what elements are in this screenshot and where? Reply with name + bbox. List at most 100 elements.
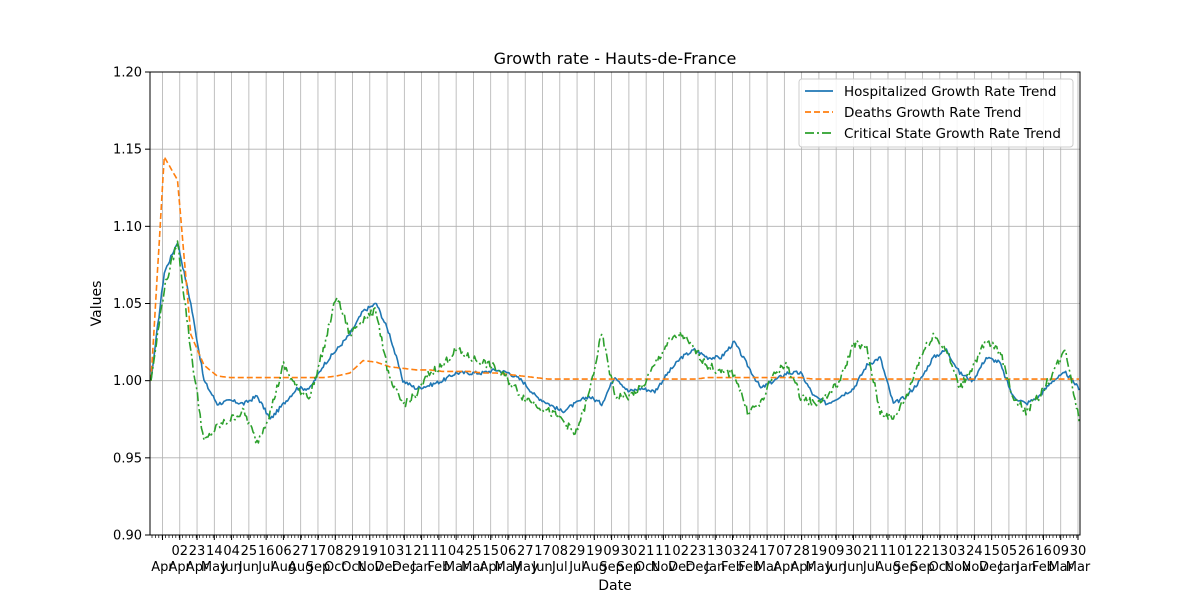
x-tick-label-day: 22: [914, 544, 931, 559]
x-tick-label-month: Apr: [790, 560, 813, 575]
x-tick-label-month: Apr: [773, 560, 796, 575]
legend-label-3: Critical State Growth Rate Trend: [844, 126, 1061, 142]
x-tick-label-month: Dec: [685, 560, 710, 575]
x-tick-label-day: 29: [569, 544, 586, 559]
chart-title: Growth rate - Hauts-de-France: [494, 49, 737, 68]
x-tick-label-month: Mar: [755, 560, 780, 575]
x-tick-label-day: 02: [172, 544, 189, 559]
x-tick-label-month: Sep: [893, 560, 918, 575]
x-tick-label-month: May: [495, 560, 522, 575]
grid: [150, 71, 1080, 536]
x-tick-label-day: 04: [448, 544, 465, 559]
x-tick-label-month: Feb: [427, 560, 450, 575]
x-tick-label-day: 26: [1018, 544, 1035, 559]
x-tick-label-day: 15: [983, 544, 1000, 559]
x-tick-label-month: Nov: [357, 560, 383, 575]
x-tick-label-day: 13: [707, 544, 724, 559]
x-tick-label-day: 19: [362, 544, 379, 559]
x-tick-label-day: 21: [638, 544, 655, 559]
x-tick-label-month: Oct: [635, 560, 657, 575]
x-tick-label-day: 15: [482, 544, 499, 559]
x-tick-label-month: Jul: [257, 560, 274, 575]
y-tick-label: 1.00: [113, 374, 142, 389]
x-tick-label-day: 30: [1070, 544, 1087, 559]
x-tick-label-day: 13: [932, 544, 949, 559]
y-tick-label: 0.90: [113, 529, 142, 544]
x-tick-label-day: 11: [880, 544, 897, 559]
x-tick-label-day: 03: [949, 544, 966, 559]
x-tick-label-day: 06: [275, 544, 292, 559]
x-tick-label-day: 08: [552, 544, 569, 559]
series-lines: [150, 156, 1080, 444]
x-tick-label-month: Jun: [220, 560, 241, 575]
x-tick-label-day: 19: [811, 544, 828, 559]
x-tick-label-month: Dec: [668, 560, 693, 575]
x-tick-label-month: Oct: [324, 560, 346, 575]
x-tick-label-month: May: [512, 560, 539, 575]
x-tick-label-month: Jan: [411, 560, 432, 575]
x-tick-label-month: May: [201, 560, 228, 575]
x-tick-label-day: 03: [724, 544, 741, 559]
x-tick-label-day: 21: [862, 544, 879, 559]
x-tick-label-month: Apr: [151, 560, 174, 575]
series-line-2: [150, 156, 1079, 381]
x-tick-label-day: 25: [465, 544, 482, 559]
x-tick-label-day: 07: [776, 544, 793, 559]
x-tick-label-month: Nov: [651, 560, 677, 575]
x-tick-label-day: 04: [223, 544, 240, 559]
y-tick-label: 1.20: [113, 66, 142, 81]
x-tick-label-month: Dec: [374, 560, 399, 575]
x-tick-label-month: Jun: [238, 560, 259, 575]
x-tick-label-month: Sep: [306, 560, 331, 575]
x-tick-label-day: 30: [621, 544, 638, 559]
x-tick-label-day: 06: [500, 544, 517, 559]
x-tick-label-month: Aug: [288, 560, 313, 575]
x-tick-label-month: Dec: [979, 560, 1004, 575]
x-tick-label-month: Jun: [825, 560, 846, 575]
x-tick-label-month: Jul: [862, 560, 879, 575]
x-tick-label-day: 31: [396, 544, 413, 559]
y-tick-label: 1.05: [113, 297, 142, 312]
x-tick-label-day: 17: [759, 544, 776, 559]
x-tick-label-day: 27: [292, 544, 309, 559]
x-tick-label-month: Mar: [1048, 560, 1073, 575]
series-line-3: [150, 240, 1080, 444]
x-tick-label-day: 23: [189, 544, 206, 559]
x-tick-label-month: Jan: [704, 560, 725, 575]
legend-box: [798, 78, 1074, 148]
x-tick-label-day: 09: [828, 544, 845, 559]
x-axis-label: Date: [598, 578, 631, 594]
legend-label-2: Deaths Growth Rate Trend: [844, 105, 1022, 121]
x-tick-label-month: Feb: [1032, 560, 1055, 575]
series-line-1: [150, 242, 1080, 420]
x-tick-label-day: 17: [534, 544, 551, 559]
x-tick-label-day: 21: [413, 544, 430, 559]
x-tick-label-day: 30: [845, 544, 862, 559]
x-tick-label-month: Sep: [617, 560, 642, 575]
x-tick-label-day: 24: [966, 544, 983, 559]
x-tick-label-day: 05: [1001, 544, 1018, 559]
x-tick-label-month: Jun: [842, 560, 863, 575]
x-tick-label-month: Apr: [186, 560, 209, 575]
x-tick-label-day: 19: [586, 544, 603, 559]
x-tick-label-month: Mar: [461, 560, 486, 575]
y-tick-label: 1.15: [113, 143, 142, 158]
x-tick-label-month: Jul: [568, 560, 585, 575]
x-tick-label-day: 16: [258, 544, 275, 559]
y-tick-label: 0.95: [113, 451, 142, 466]
x-tick-label-day: 23: [690, 544, 707, 559]
x-tick-label-day: 09: [603, 544, 620, 559]
x-tick-label-day: 08: [327, 544, 344, 559]
x-tick-label-month: Apr: [169, 560, 192, 575]
x-tick-label-day: 25: [241, 544, 258, 559]
y-axis-label: Values: [89, 281, 105, 327]
x-tick-label-day: 01: [897, 544, 914, 559]
x-tick-label-month: Dec: [392, 560, 417, 575]
x-tick-label-day: 14: [206, 544, 223, 559]
x-tick-label-day: 24: [742, 544, 759, 559]
x-tick-label-day: 17: [310, 544, 327, 559]
x-tick-label-day: 10: [379, 544, 396, 559]
x-tick-label-month: Nov: [944, 560, 970, 575]
x-tick-label-month: Mar: [444, 560, 469, 575]
